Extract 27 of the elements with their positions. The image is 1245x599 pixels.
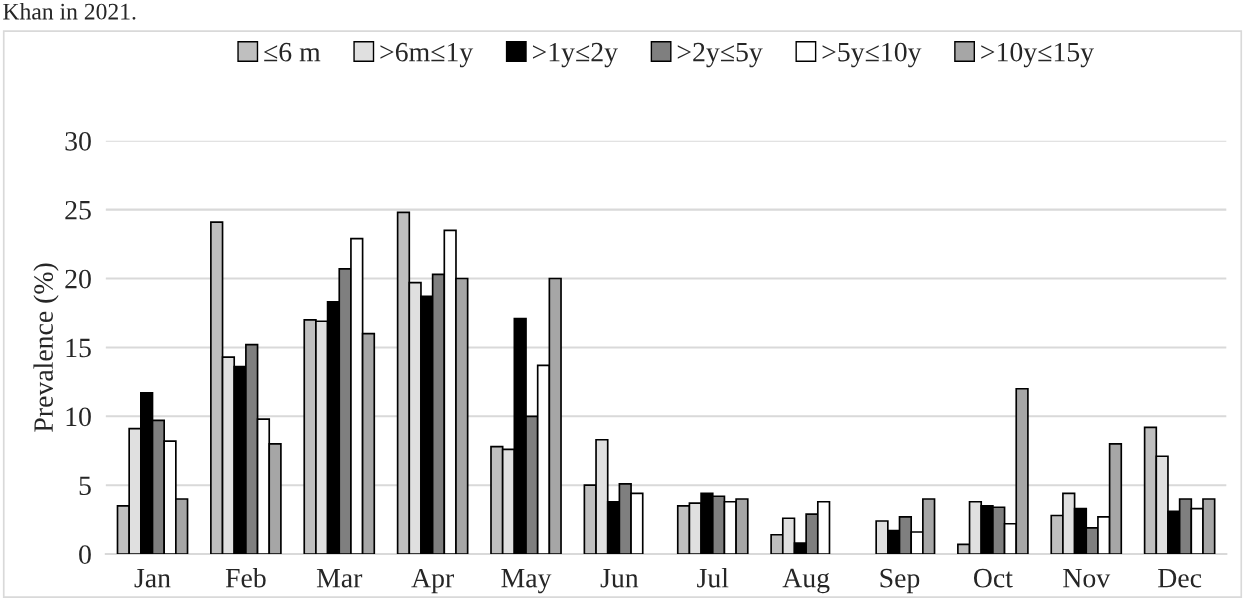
y-axis-title: Prevalence (%) bbox=[33, 263, 59, 432]
x-tick-label: Aug bbox=[782, 568, 830, 594]
x-tick-label: May bbox=[501, 568, 552, 594]
x-tick-label: Dec bbox=[1158, 569, 1202, 588]
x-tick-label: Mar bbox=[316, 569, 363, 588]
y-tick-label: 30 bbox=[65, 131, 91, 151]
text: Khan in 2021. bbox=[3, 3, 136, 20]
y-tick-label: 15 bbox=[66, 338, 91, 358]
legend-label: >10y≤15y bbox=[981, 42, 1094, 68]
legend-label: >1y≤2y bbox=[532, 42, 618, 68]
y-tick-label: 5 bbox=[79, 476, 91, 496]
legend-label: >2y≤5y bbox=[677, 42, 763, 68]
x-tick-label: Oct bbox=[973, 568, 1013, 588]
legend-label: >5y≤10y bbox=[822, 42, 922, 68]
y-tick-label: 0 bbox=[79, 545, 91, 564]
x-tick-label: Feb bbox=[225, 567, 266, 588]
x-tick-label: Sep bbox=[880, 568, 920, 594]
x-tick-label: Apr bbox=[411, 568, 454, 594]
x-tick-label: Jul bbox=[697, 567, 729, 588]
legend-label: ≤6 m bbox=[264, 42, 321, 62]
y-tick-label: 10 bbox=[66, 407, 91, 427]
x-tick-label: Jun bbox=[600, 569, 639, 588]
y-tick-label: 25 bbox=[65, 200, 91, 220]
x-tick-label: Jan bbox=[134, 569, 171, 588]
x-tick-label: Nov bbox=[1063, 569, 1111, 588]
legend-label: >6m≤1y bbox=[380, 42, 474, 68]
y-tick-label: 20 bbox=[65, 269, 91, 289]
